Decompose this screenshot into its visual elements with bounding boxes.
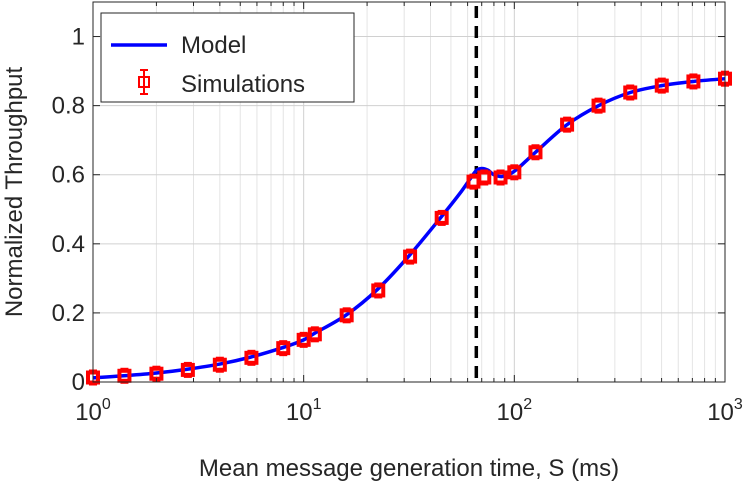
simulation-marker	[623, 84, 638, 101]
x-axis-label: Mean message generation time, S (ms)	[199, 455, 619, 482]
y-tick-label: 0.6	[52, 162, 85, 189]
simulation-marker	[339, 307, 354, 324]
simulation-marker	[434, 209, 449, 226]
x-tick-label: 100	[75, 396, 111, 426]
simulation-marker	[493, 169, 508, 186]
simulation-marker	[244, 349, 259, 366]
simulation-marker	[276, 340, 291, 357]
simulation-marker	[686, 73, 701, 90]
simulation-marker	[307, 326, 322, 343]
simulation-marker	[560, 116, 575, 133]
simulation-marker	[654, 77, 669, 94]
y-tick-label: 0.8	[52, 93, 85, 120]
model-series-line	[92, 76, 726, 380]
simulation-marker	[117, 367, 132, 384]
x-tick-label: 103	[707, 396, 743, 426]
simulation-marker	[528, 144, 543, 161]
simulation-marker	[212, 356, 227, 373]
legend-simulations-label: Simulations	[181, 71, 305, 98]
legend-model-label: Model	[181, 32, 246, 59]
plot-frame	[92, 1, 726, 383]
y-tick-label: 1	[72, 24, 85, 51]
legend-simulations-marker-swatch	[138, 69, 150, 95]
simulation-marker	[371, 282, 386, 299]
y-tick-label: 0.4	[52, 231, 85, 258]
y-tick-label: 0.2	[52, 300, 85, 327]
simulation-marker	[403, 248, 418, 265]
simulation-marker	[507, 164, 522, 181]
y-tick-label: 0	[72, 369, 85, 396]
y-axis-label: Normalized Throughput	[1, 66, 28, 317]
simulation-marker	[591, 97, 606, 114]
axis-ticks: 100 101 102 103 0 0.2 0.4 0.6 0.8 1	[52, 2, 743, 426]
series-layer	[86, 70, 732, 386]
simulation-marker	[180, 361, 195, 378]
x-tick-label: 102	[497, 396, 533, 426]
legend: Model Simulations	[100, 12, 355, 103]
x-tick-label: 101	[286, 396, 322, 426]
simulation-marker	[477, 169, 492, 186]
